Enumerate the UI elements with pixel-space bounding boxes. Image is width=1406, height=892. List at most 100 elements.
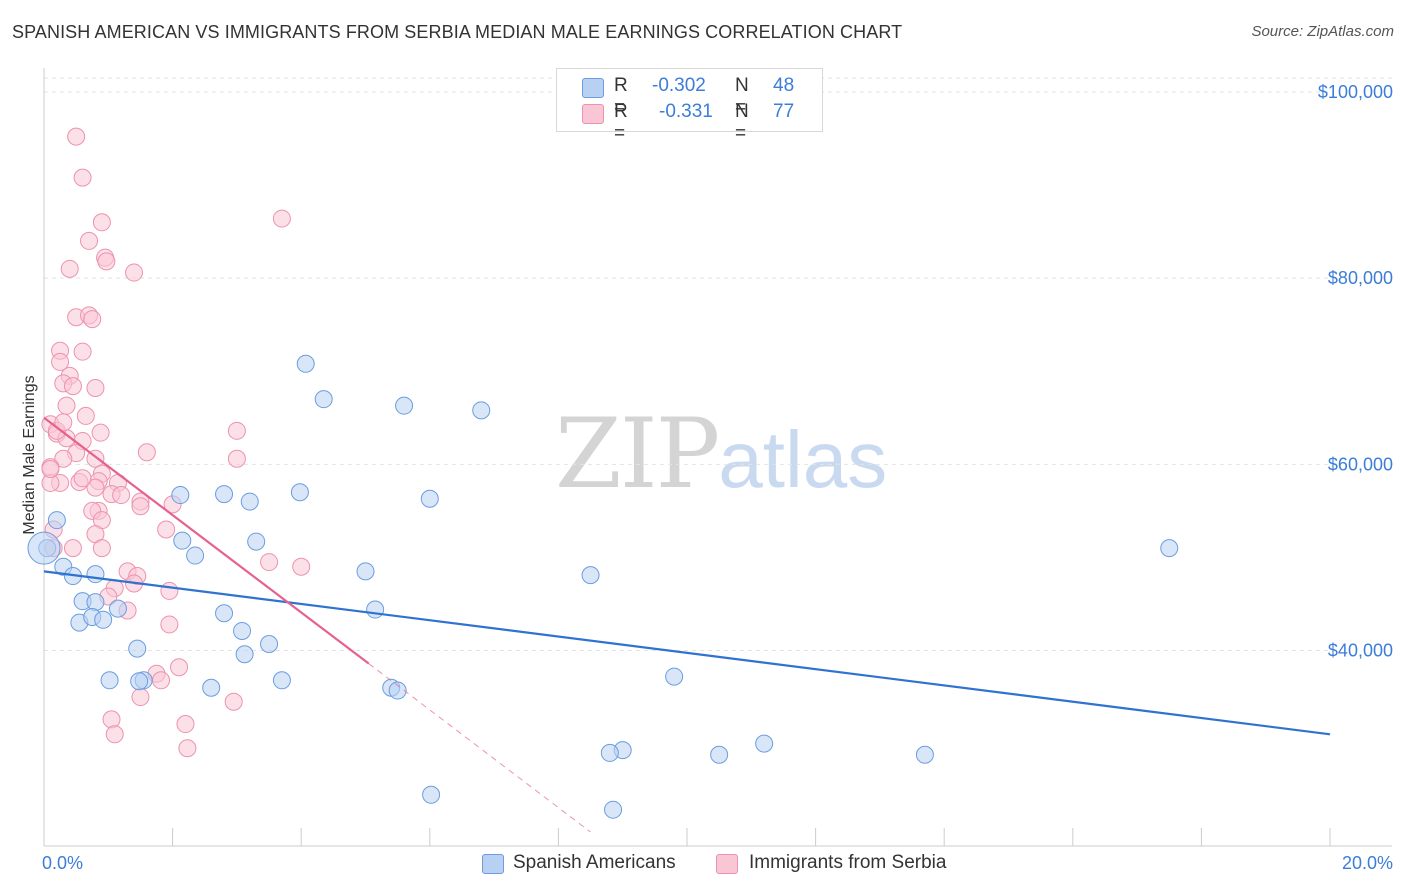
serbia-point <box>73 168 92 187</box>
serbia-point <box>92 213 111 232</box>
serbia-point <box>131 497 150 516</box>
serbia-points <box>41 127 311 758</box>
spanish-point <box>186 546 205 565</box>
serbia-point <box>160 615 179 634</box>
legend-swatch-pink <box>582 104 604 124</box>
serbia-point <box>160 581 179 600</box>
bottom-legend-label: Spanish Americans <box>513 852 676 873</box>
legend-r-value: -0.302 <box>652 75 706 96</box>
axes <box>43 68 1392 847</box>
serbia-point <box>41 459 60 478</box>
chart-title: SPANISH AMERICAN VS IMMIGRANTS FROM SERB… <box>12 22 903 42</box>
serbia-point <box>131 688 150 707</box>
spanish-point <box>171 486 190 505</box>
spanish-point <box>202 678 221 697</box>
bottom-legend-label: Immigrants from Serbia <box>749 852 947 873</box>
legend-n-label: N = <box>735 75 749 118</box>
spanish-point <box>600 743 619 762</box>
serbia-point <box>73 469 92 488</box>
serbia-point <box>86 478 105 497</box>
spanish-point <box>422 785 441 804</box>
spanish-point <box>247 532 266 551</box>
watermark: ZIPatlas <box>555 398 887 510</box>
spanish-point <box>366 600 385 619</box>
spanish-point <box>755 734 774 753</box>
source-label: Source: ZipAtlas.com <box>1251 23 1394 40</box>
serbia-point <box>97 252 116 271</box>
serbia-point <box>125 263 144 282</box>
serbia-point <box>80 231 99 250</box>
y-tick-labels: $40,000 $60,000 $80,000 $100,000 <box>1318 82 1393 661</box>
serbia-point <box>292 557 311 576</box>
serbia-point <box>83 310 102 329</box>
serbia-point <box>86 378 105 397</box>
spanish-point <box>710 745 729 764</box>
spanish-point <box>47 511 66 530</box>
serbia-point <box>170 658 189 677</box>
y-tick-label: $40,000 <box>1328 641 1393 661</box>
y-axis-label: Median Male Earnings <box>21 375 38 535</box>
bottom-swatch-pink <box>716 854 738 874</box>
correlation-legend: R = -0.302 N = 48 R = -0.331 N = 77 <box>556 68 823 144</box>
serbia-point <box>63 539 82 558</box>
watermark-atlas: atlas <box>718 415 888 504</box>
spanish-trend-line <box>43 570 1331 736</box>
spanish-point <box>215 485 234 504</box>
serbia-point <box>92 539 111 558</box>
serbia-point <box>60 259 79 278</box>
gridlines <box>44 77 1392 652</box>
spanish-point <box>915 745 934 764</box>
serbia-point <box>224 692 243 711</box>
serbia-point <box>227 449 246 468</box>
x-tick-labels: 0.0% 20.0% <box>42 853 1393 873</box>
serbia-point <box>54 413 73 432</box>
spanish-point <box>94 610 113 629</box>
spanish-point <box>296 354 315 373</box>
spanish-point <box>272 671 291 690</box>
serbia-trend-extension <box>368 663 591 833</box>
spanish-point <box>604 800 623 819</box>
bottom-swatch-blue <box>482 854 504 874</box>
trend-lines <box>43 416 1331 833</box>
x-tick-label: 20.0% <box>1342 853 1393 873</box>
spanish-point <box>100 671 119 690</box>
spanish-point <box>314 390 333 409</box>
serbia-point <box>105 725 124 744</box>
spanish-point <box>581 566 600 585</box>
legend-n-label: N = <box>735 101 749 144</box>
x-tick-label: 0.0% <box>42 853 83 873</box>
serbia-point <box>176 715 195 734</box>
spanish-point <box>472 401 491 420</box>
serbia-point <box>260 553 279 572</box>
spanish-point <box>388 681 407 700</box>
y-tick-label: $60,000 <box>1328 454 1393 474</box>
serbia-point <box>67 127 86 146</box>
serbia-point <box>227 421 246 440</box>
serbia-point <box>272 209 291 228</box>
serbia-point <box>51 352 70 371</box>
legend-r-label: R = <box>614 101 628 144</box>
serbia-point <box>54 449 73 468</box>
serbia-point <box>63 377 82 396</box>
spanish-point <box>130 672 149 691</box>
spanish-point <box>86 593 105 612</box>
serbia-point <box>102 710 121 729</box>
spanish-point <box>665 667 684 686</box>
serbia-point <box>76 406 95 425</box>
serbia-point <box>157 520 176 539</box>
legend-n-value: 48 <box>773 75 795 96</box>
spanish-point <box>27 531 61 565</box>
watermark-zip: ZIP <box>555 398 720 510</box>
spanish-point <box>86 565 105 584</box>
spanish-point <box>108 599 127 618</box>
serbia-point <box>137 443 156 462</box>
serbia-point <box>112 486 131 505</box>
spanish-points <box>27 354 1179 819</box>
serbia-trend-line <box>43 416 370 665</box>
legend-n-value: 77 <box>773 101 795 122</box>
serbia-point <box>57 396 76 415</box>
legend-swatch-blue <box>582 78 604 98</box>
spanish-point <box>356 562 375 581</box>
spanish-point <box>420 489 439 508</box>
